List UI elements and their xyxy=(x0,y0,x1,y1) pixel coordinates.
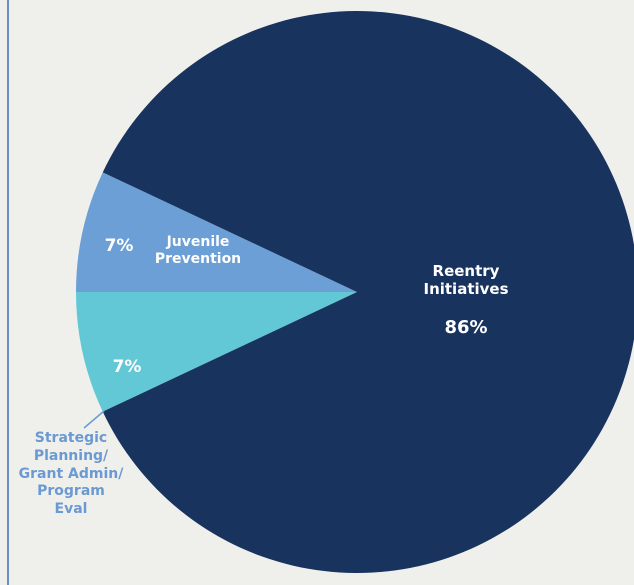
reentry-label: Reentry Initiatives xyxy=(396,262,536,298)
juvenile-label: Juvenile Prevention xyxy=(138,234,258,268)
reentry-label-line2: Initiatives xyxy=(423,280,509,298)
slice-juvenile-prevention xyxy=(76,292,357,412)
strategic-label-line3: Grant Admin/ xyxy=(18,465,124,482)
strategic-label: Strategic Planning/ Grant Admin/ Program… xyxy=(8,430,134,519)
juvenile-percent: 7% xyxy=(104,236,134,256)
strategic-label-line2: Planning/ xyxy=(33,447,109,464)
strategic-label-line5: Eval xyxy=(54,501,88,518)
slice-strategic-planning xyxy=(76,172,357,292)
strategic-label-line1: Strategic xyxy=(34,430,108,446)
slice-reentry-initiatives xyxy=(102,11,634,573)
left-border-rule xyxy=(7,0,9,585)
reentry-label-line1: Reentry xyxy=(432,262,500,280)
juvenile-label-line1: Juvenile xyxy=(166,234,230,250)
juvenile-label-line2: Prevention xyxy=(154,250,242,267)
reentry-percent: 86% xyxy=(444,317,488,338)
strategic-label-line4: Program xyxy=(37,483,105,500)
strategic-percent: 7% xyxy=(112,357,142,377)
strategic-leader-line xyxy=(83,410,105,429)
